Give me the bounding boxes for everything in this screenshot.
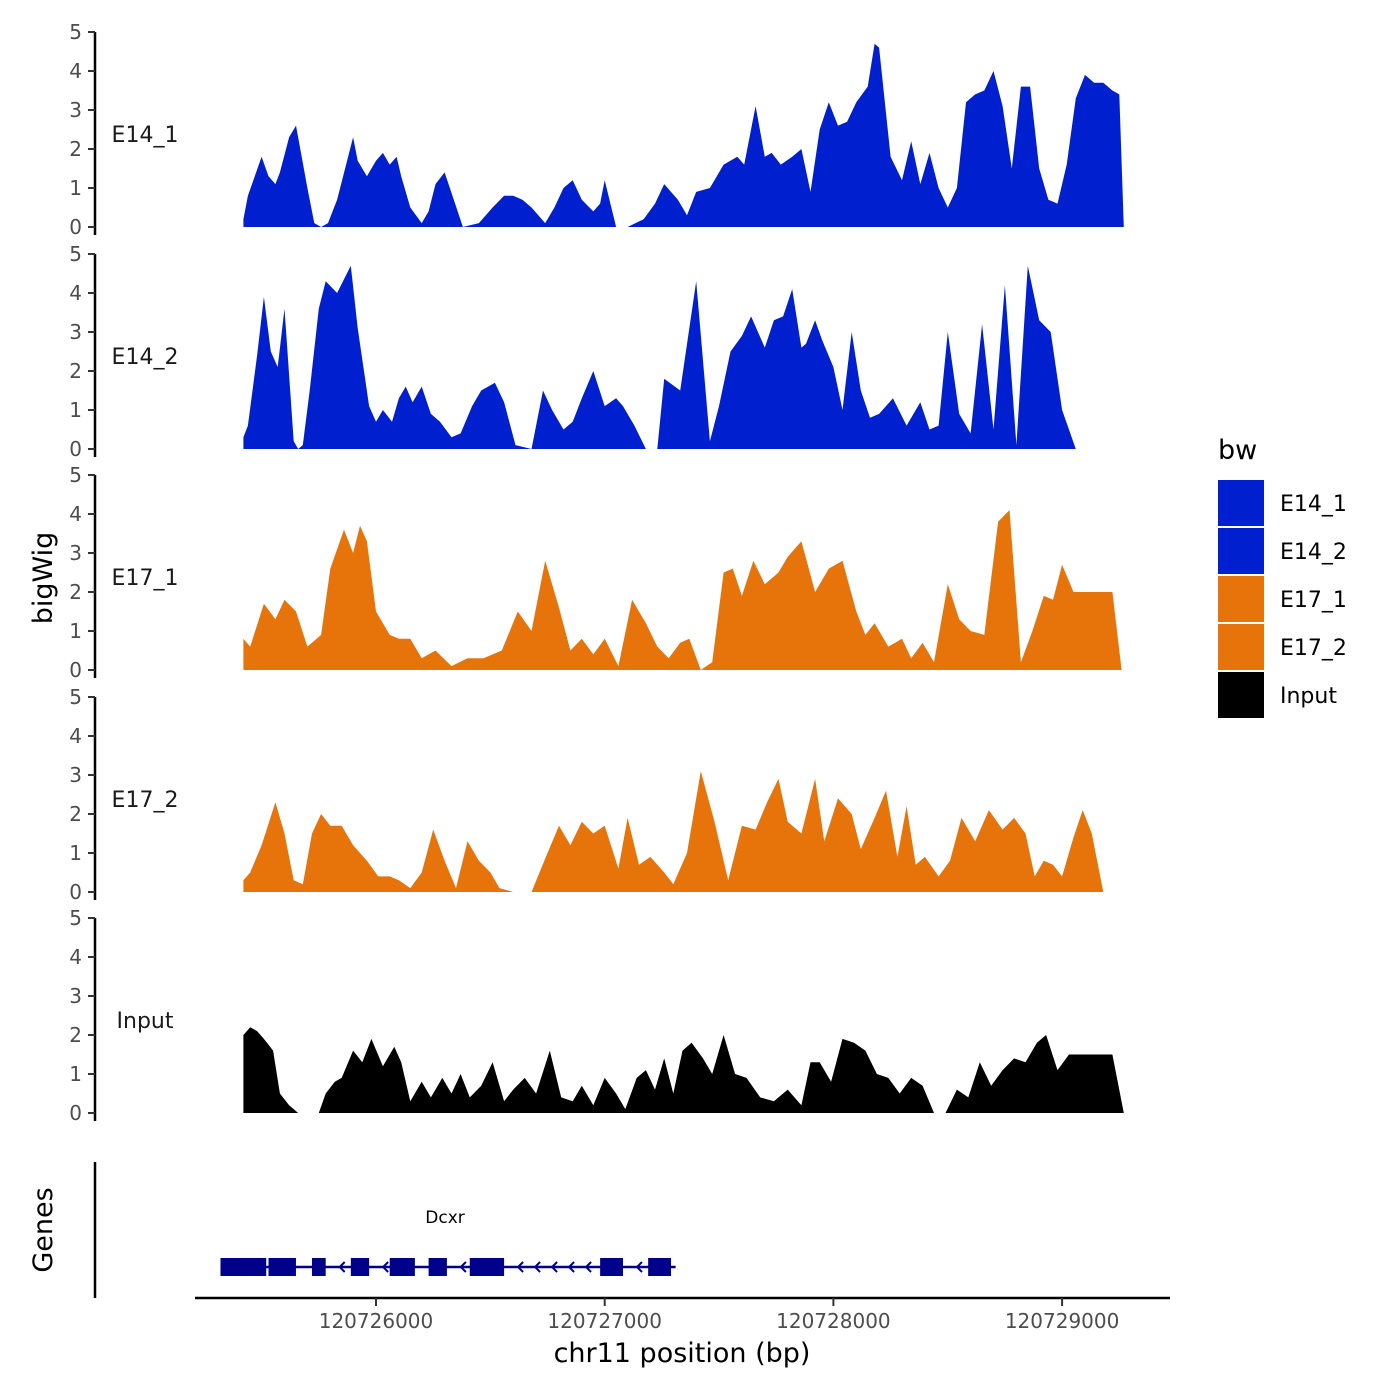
legend-title: bw <box>1218 435 1257 466</box>
genes-panel: Genes Dcxr <box>28 1162 676 1298</box>
gene-label: Dcxr <box>425 1208 465 1228</box>
y-tick-label: 0 <box>69 215 82 239</box>
track-label: E17_2 <box>112 788 179 813</box>
genes-axis-title: Genes <box>28 1187 59 1272</box>
y-tick-label: 4 <box>69 945 82 969</box>
y-tick-label: 2 <box>69 1023 82 1047</box>
y-tick-label: 5 <box>69 463 82 487</box>
y-tick-label: 1 <box>69 619 82 643</box>
x-axis-title: chr11 position (bp) <box>554 1338 811 1369</box>
y-tick-label: 1 <box>69 398 82 422</box>
y-tick-label: 0 <box>69 1101 82 1125</box>
gene-exon <box>648 1258 672 1276</box>
legend-key-Input <box>1218 672 1264 718</box>
y-tick-label: 4 <box>69 281 82 305</box>
legend-key-E17_2 <box>1218 624 1264 670</box>
track-E14_1: 0 1 2 3 4 5 E14_1 <box>69 20 1124 239</box>
track-label: Input <box>117 1009 174 1034</box>
x-axis: 120726000 120727000 120728000 120729000 <box>195 1296 1170 1333</box>
track-Input: 0 1 2 3 4 5 Input <box>69 906 1124 1125</box>
x-tick-label: 120728000 <box>776 1309 891 1333</box>
legend-label: E14_2 <box>1280 540 1347 565</box>
strand-arrow <box>584 1261 592 1273</box>
gene-exon <box>600 1258 623 1276</box>
y-tick-label: 1 <box>69 1062 82 1086</box>
strand-arrow <box>459 1261 467 1273</box>
strand-arrow <box>635 1261 643 1273</box>
area-series-E17_1 <box>243 510 1122 670</box>
legend-label: Input <box>1280 684 1337 709</box>
gene-exon <box>311 1258 326 1276</box>
y-tick-label: 4 <box>69 59 82 83</box>
legend-key-E14_1 <box>1218 480 1264 526</box>
legend-key-E14_2 <box>1218 528 1264 574</box>
y-tick-label: 3 <box>69 984 82 1008</box>
strand-arrow <box>516 1261 524 1273</box>
gene-exon <box>469 1258 505 1276</box>
legend-key-E17_1 <box>1218 576 1264 622</box>
track-label: E14_2 <box>112 345 179 370</box>
strand-arrow <box>533 1261 541 1273</box>
track-E14_2: 0 1 2 3 4 5 E14_2 <box>69 242 1122 461</box>
track-label: E14_1 <box>112 123 179 148</box>
legend-label: E17_2 <box>1280 636 1347 661</box>
track-label: E17_1 <box>112 566 179 591</box>
y-tick-label: 3 <box>69 541 82 565</box>
y-tick-label: 1 <box>69 841 82 865</box>
x-tick-label: 120727000 <box>547 1309 662 1333</box>
y-tick-label: 2 <box>69 359 82 383</box>
area-series-E14_1 <box>243 43 1124 228</box>
strand-arrow <box>381 1261 389 1273</box>
y-tick-label: 5 <box>69 906 82 930</box>
gene-Dcxr: Dcxr <box>220 1208 676 1276</box>
y-tick-label: 3 <box>69 320 82 344</box>
y-tick-label: 2 <box>69 580 82 604</box>
tracks-layer: 0 1 2 3 4 5 E14_1 0 1 2 3 4 5 E14_2 0 1 2 3 4 5 E17_1 0 1 2 3 4 5 E… <box>69 20 1124 1125</box>
track-E17_1: 0 1 2 3 4 5 E17_1 <box>69 463 1122 682</box>
gene-exon <box>220 1258 267 1276</box>
y-tick-label: 2 <box>69 137 82 161</box>
y-tick-label: 1 <box>69 176 82 200</box>
legend: bw E14_1 E14_2 E17_1 E17_2 Input <box>1218 435 1347 718</box>
y-tick-label: 2 <box>69 802 82 826</box>
strand-arrow <box>338 1261 346 1273</box>
area-series-Input <box>243 1027 1124 1113</box>
gene-exon <box>268 1258 296 1276</box>
area-series-E14_2 <box>243 265 1122 449</box>
legend-label: E17_1 <box>1280 588 1347 613</box>
strand-arrow <box>550 1261 558 1273</box>
y-tick-label: 4 <box>69 502 82 526</box>
y-tick-label: 5 <box>69 20 82 44</box>
y-tick-label: 3 <box>69 98 82 122</box>
x-tick-label: 120726000 <box>319 1309 434 1333</box>
y-tick-label: 0 <box>69 880 82 904</box>
gene-exon <box>350 1258 370 1276</box>
area-series-E17_2 <box>243 771 1124 892</box>
track-E17_2: 0 1 2 3 4 5 E17_2 <box>69 685 1124 904</box>
y-tick-label: 3 <box>69 763 82 787</box>
gene-exon <box>428 1258 447 1276</box>
y-axis-title: bigWig <box>28 532 59 625</box>
y-tick-label: 0 <box>69 437 82 461</box>
gene-exon <box>389 1258 415 1276</box>
strand-arrow <box>567 1261 575 1273</box>
x-tick-label: 120729000 <box>1005 1309 1120 1333</box>
y-tick-label: 0 <box>69 658 82 682</box>
legend-label: E14_1 <box>1280 492 1347 517</box>
y-tick-label: 5 <box>69 242 82 266</box>
y-tick-label: 4 <box>69 724 82 748</box>
y-tick-label: 5 <box>69 685 82 709</box>
